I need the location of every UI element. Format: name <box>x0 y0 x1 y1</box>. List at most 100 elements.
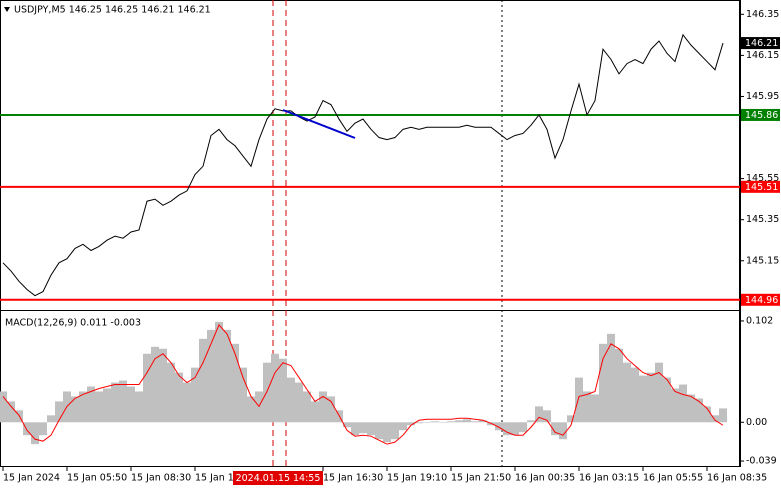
histogram-bar <box>39 422 47 436</box>
x-tick-label: 15 Jan 11:10 <box>195 473 255 484</box>
histogram-bar <box>407 422 415 426</box>
histogram-bar <box>271 353 279 423</box>
histogram-bar <box>327 396 335 423</box>
histogram-bar <box>391 422 399 440</box>
histogram-bar <box>207 329 215 423</box>
histogram-bar <box>295 382 303 423</box>
histogram-bar <box>103 388 111 423</box>
histogram-bar <box>367 422 375 436</box>
histogram-bar <box>383 422 391 443</box>
histogram-bar <box>55 401 63 423</box>
level-label: 144.96 <box>745 295 778 306</box>
y-tick-label: 0.102 <box>746 315 773 326</box>
x-tick-label: 15 Jan 16:30 <box>323 473 383 484</box>
histogram-bar <box>567 415 575 423</box>
histogram-bar <box>695 398 703 423</box>
histogram-bar <box>479 420 487 423</box>
histogram-bar <box>663 377 671 423</box>
histogram-bar <box>415 422 423 424</box>
histogram-bar <box>247 396 255 423</box>
histogram-bar <box>399 422 407 431</box>
histogram-bar <box>119 380 127 423</box>
crosshair-label-box <box>233 471 323 485</box>
histogram-bar <box>687 394 695 423</box>
y-tick-label: 0.00 <box>746 417 767 428</box>
histogram-bar <box>599 343 607 423</box>
y-tick-label: 145.95 <box>746 91 779 102</box>
y-tick-label: -0.039 <box>746 456 777 467</box>
histogram-bar <box>71 396 79 423</box>
y-tick-label: 146.35 <box>746 9 779 20</box>
histogram-bar <box>199 338 207 423</box>
histogram-bar <box>703 406 711 423</box>
level-label-box <box>741 293 780 306</box>
x-tick-label: 16 Jan 08:35 <box>707 473 767 484</box>
histogram-bar <box>631 367 639 423</box>
histogram-bar <box>447 421 455 423</box>
x-tick-label: 16 Jan 03:15 <box>579 473 639 484</box>
histogram-bar <box>495 422 503 431</box>
histogram-bar <box>31 422 39 445</box>
histogram-bar <box>423 422 431 423</box>
histogram-bar <box>47 415 55 423</box>
histogram-bar <box>175 372 183 423</box>
crosshair-label: 2024.01.15 14:55 <box>236 473 321 484</box>
histogram-bar <box>671 388 679 423</box>
y-tick-label: 145.35 <box>746 214 779 225</box>
x-tick-label: 15 Jan 05:50 <box>67 473 127 484</box>
histogram-bar <box>583 391 591 423</box>
x-tick-label: 15 Jan 19:10 <box>387 473 447 484</box>
histogram-bar <box>511 422 519 436</box>
price-label-box <box>741 37 780 50</box>
histogram-bar <box>711 415 719 423</box>
histogram-bar <box>639 375 647 423</box>
histogram-bar <box>575 377 583 423</box>
histogram-bar <box>151 346 159 423</box>
histogram-bar <box>127 386 135 423</box>
histogram-bar <box>623 362 631 423</box>
histogram-bar <box>439 422 447 423</box>
histogram-bar <box>303 391 311 423</box>
histogram-bar <box>431 421 439 423</box>
level-label-box <box>741 108 780 121</box>
histogram-bar <box>375 422 383 440</box>
histogram-bar <box>223 329 231 423</box>
histogram-bar <box>519 422 527 433</box>
level-label: 145.86 <box>745 110 778 121</box>
histogram-bar <box>159 348 167 423</box>
histogram-bar <box>7 401 15 423</box>
histogram-bar <box>535 406 543 423</box>
chart-title: USDJPY,M5 146.25 146.25 146.21 146.21 <box>14 5 211 16</box>
histogram-bar <box>111 382 119 423</box>
indicator-title: MACD(12,26,9) 0.011 -0.003 <box>5 318 141 329</box>
histogram-bar <box>319 391 327 423</box>
histogram-bar <box>95 391 103 423</box>
histogram-bar <box>135 391 143 423</box>
histogram-bar <box>287 377 295 423</box>
y-tick-label: 146.15 <box>746 50 779 61</box>
histogram-bar <box>527 420 535 423</box>
histogram-bar <box>239 367 247 423</box>
histogram-bar <box>647 372 655 423</box>
x-tick-label: 16 Jan 05:55 <box>643 473 703 484</box>
histogram-bar <box>183 382 191 423</box>
histogram-bar <box>679 384 687 423</box>
level-label: 145.51 <box>745 182 778 193</box>
histogram-bar <box>23 422 31 436</box>
histogram-bar <box>543 410 551 423</box>
x-tick-label: 15 Jan 2024 <box>3 473 60 484</box>
overlay: 2024.01.15 14:55 <box>233 109 356 485</box>
histogram-bar <box>231 343 239 423</box>
price-label: 146.21 <box>745 38 778 49</box>
x-tick-label: 16 Jan 00:35 <box>515 473 575 484</box>
histogram-bar <box>615 348 623 423</box>
histogram-bar <box>551 422 559 436</box>
x-tick-label: 15 Jan 08:30 <box>131 473 191 484</box>
trend-line <box>282 109 356 139</box>
histogram-bar <box>359 422 367 434</box>
collapse-icon <box>4 7 10 12</box>
y-tick-label: 145.55 <box>746 173 779 184</box>
histogram-bar <box>471 421 479 423</box>
